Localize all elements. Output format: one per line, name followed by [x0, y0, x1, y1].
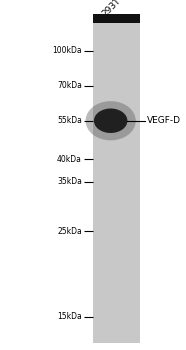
- Text: VEGF-D: VEGF-D: [147, 116, 181, 125]
- Bar: [93, 14, 140, 23]
- Ellipse shape: [94, 108, 127, 133]
- Text: 35kDa: 35kDa: [57, 177, 82, 187]
- Text: 70kDa: 70kDa: [57, 81, 82, 90]
- Bar: [93, 14, 140, 343]
- Text: 40kDa: 40kDa: [57, 155, 82, 164]
- Text: 15kDa: 15kDa: [57, 312, 82, 321]
- Text: 25kDa: 25kDa: [57, 226, 82, 236]
- Ellipse shape: [86, 101, 136, 140]
- Text: 55kDa: 55kDa: [57, 116, 82, 125]
- Text: 100kDa: 100kDa: [52, 46, 82, 55]
- Text: 293T: 293T: [100, 0, 122, 19]
